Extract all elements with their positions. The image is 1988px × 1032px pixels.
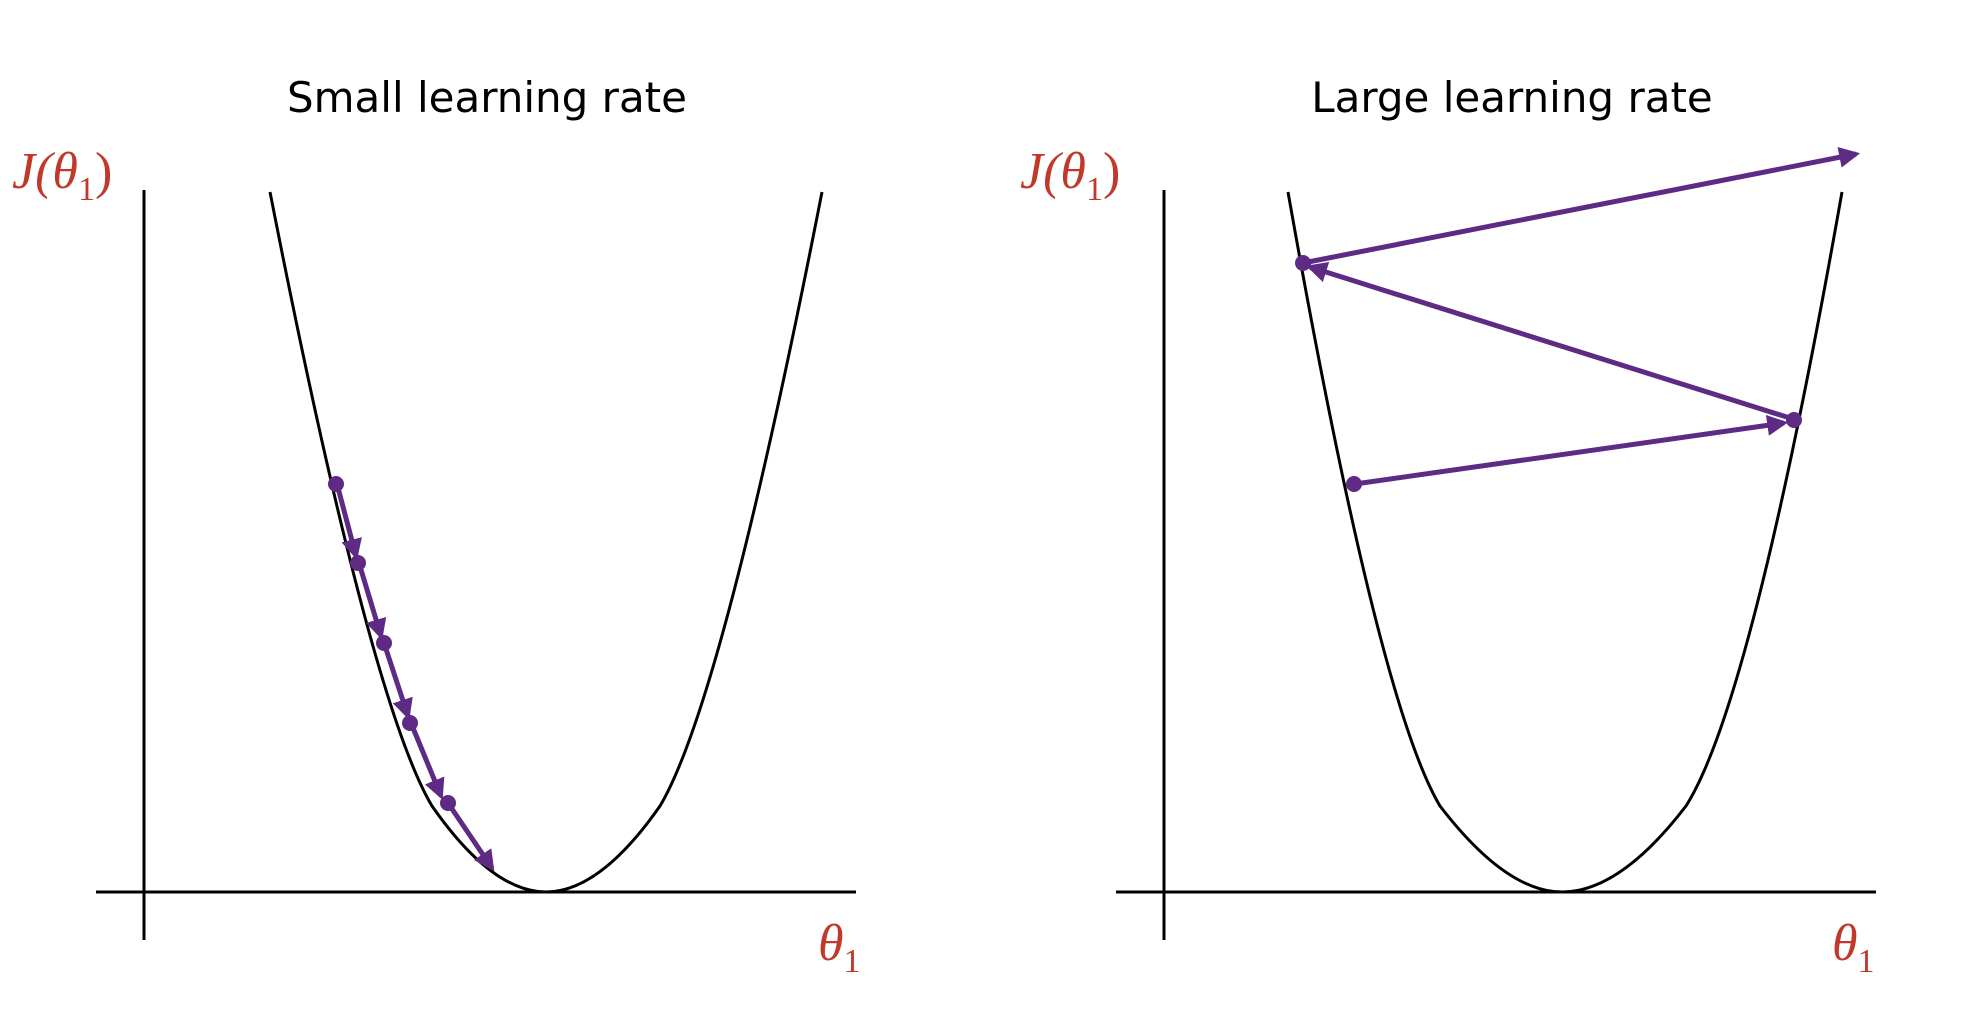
- y-axis-close: ): [1103, 143, 1120, 200]
- y-axis-func: J(: [1020, 143, 1063, 200]
- x-axis-sub: 1: [844, 943, 861, 980]
- cost-curve: [268, 191, 824, 894]
- y-axis-close: ): [95, 143, 112, 200]
- y-axis-var: θ: [52, 143, 78, 200]
- gradient-steps: [1295, 146, 1861, 492]
- panel-title: Large learning rate: [1311, 73, 1713, 122]
- step-point: [1295, 255, 1311, 271]
- step-arrow: [1305, 262, 1794, 422]
- step-point: [440, 795, 456, 811]
- x-axis-label: θ1: [1832, 915, 1875, 980]
- y-axis-var: θ: [1060, 143, 1086, 200]
- y-axis-label: J(θ1): [1020, 143, 1120, 208]
- step-arrow: [408, 722, 445, 800]
- step-point: [328, 476, 344, 492]
- x-axis-var: θ: [1832, 915, 1858, 972]
- step-point: [1346, 476, 1362, 492]
- panel-small-learning-rate: Small learning rate J(θ1) θ1: [12, 73, 861, 980]
- step-arrow: [1354, 414, 1789, 487]
- step-arrow: [1302, 146, 1861, 266]
- step-arrow: [334, 483, 362, 561]
- y-axis-label: J(θ1): [12, 143, 112, 208]
- step-point: [1786, 412, 1802, 428]
- step-point: [350, 555, 366, 571]
- step-point: [402, 715, 418, 731]
- gradient-steps: [328, 476, 495, 872]
- y-axis-sub: 1: [78, 171, 95, 208]
- cost-curve: [1286, 191, 1844, 894]
- x-axis-sub: 1: [1858, 943, 1875, 980]
- panel-large-learning-rate: Large learning rate J(θ1) θ1: [1020, 73, 1876, 980]
- step-point: [376, 635, 392, 651]
- step-arrow: [356, 562, 387, 641]
- x-axis-var: θ: [818, 915, 844, 972]
- y-axis-func: J(: [12, 143, 55, 200]
- y-axis-sub: 1: [1086, 171, 1103, 208]
- x-axis-label: θ1: [818, 915, 861, 980]
- panel-title: Small learning rate: [287, 73, 687, 122]
- step-arrow: [381, 642, 413, 720]
- step-arrow: [445, 801, 495, 872]
